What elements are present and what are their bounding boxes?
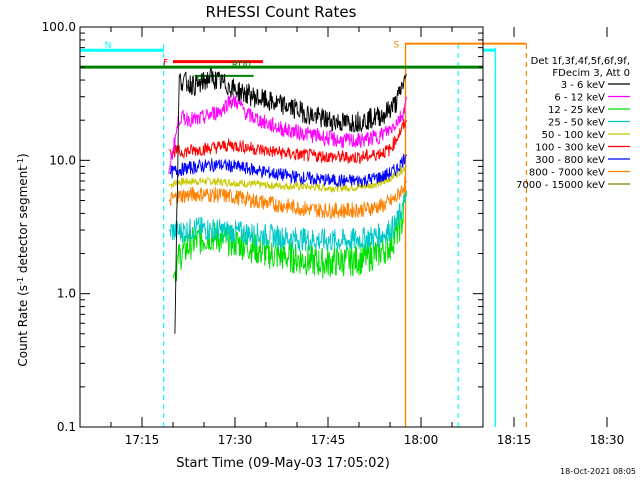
plot-frame <box>79 26 484 428</box>
x-tick-label: 18:15 <box>497 433 532 447</box>
annotation-label-f: F <box>163 59 168 69</box>
x-axis-label: Start Time (09-May-03 17:05:02) <box>176 456 390 471</box>
series-line-300to800keV <box>168 153 408 188</box>
x-tick-label: 18:00 <box>404 433 439 447</box>
series-line-25to50keV <box>168 192 408 252</box>
series-line-3to6keV <box>174 67 407 334</box>
legend-entry-label: 300 - 800 keV <box>535 155 605 166</box>
y-axis-label-close: ) <box>16 153 30 158</box>
series-line-800to7000keV <box>168 176 408 220</box>
y-axis-label-tail: detector segment <box>16 166 30 277</box>
annotation-label-n: N <box>105 41 112 51</box>
y-axis-label: Count Rate (s-1 detector segment-1) <box>16 153 31 366</box>
annotation-label-rd0: RD0 <box>232 61 251 71</box>
y-axis-label-main: Count Rate (s <box>16 285 30 367</box>
y-tick-label: 100.0 <box>42 20 76 34</box>
axes: 0.1 1.0 10.0 100.0 17:15 17:30 17:45 18:00 18:15… <box>42 20 625 447</box>
y-axis-label-sup: -1 <box>16 277 25 285</box>
legend-entry-label: 25 - 50 keV <box>548 118 605 129</box>
x-tick-label: 17:15 <box>125 433 160 447</box>
series-line-6to12keV <box>168 94 408 174</box>
chart-title: RHESSI Count Rates <box>206 3 357 21</box>
timestamp-label: 18-Oct-2021 08:05 <box>560 467 636 476</box>
series-line-100to300keV <box>168 119 408 165</box>
legend-entry-label: 12 - 25 keV <box>548 105 605 116</box>
legend-entry-label: 3 - 6 keV <box>561 80 605 91</box>
legend-entry-label: 6 - 12 keV <box>554 93 605 104</box>
x-tick-label: 17:30 <box>218 433 253 447</box>
legend-entry-label: 800 - 7000 keV <box>529 168 605 179</box>
legend: Det 1f,3f,4f,5f,6f,9f,FDecim 3, Att 03 -… <box>516 56 630 191</box>
x-tick-label: 18:30 <box>590 433 625 447</box>
legend-entry-label: 50 - 100 keV <box>542 130 606 141</box>
x-tick-label: 17:45 <box>311 433 346 447</box>
y-tick-label: 10.0 <box>49 153 76 167</box>
annotation-label-s: S <box>394 41 400 51</box>
legend-header-line: Det 1f,3f,4f,5f,6f,9f, <box>531 56 630 67</box>
y-axis-label-group: Count Rate (s-1 detector segment-1) <box>16 153 31 366</box>
legend-entry-label: 100 - 300 keV <box>535 143 605 154</box>
legend-header-line: FDecim 3, Att 0 <box>552 68 630 79</box>
y-axis-label-sup2: -1 <box>16 158 25 166</box>
legend-entry-label: 7000 - 15000 keV <box>516 180 605 191</box>
y-tick-label: 1.0 <box>57 287 76 301</box>
y-tick-label: 0.1 <box>57 420 76 434</box>
